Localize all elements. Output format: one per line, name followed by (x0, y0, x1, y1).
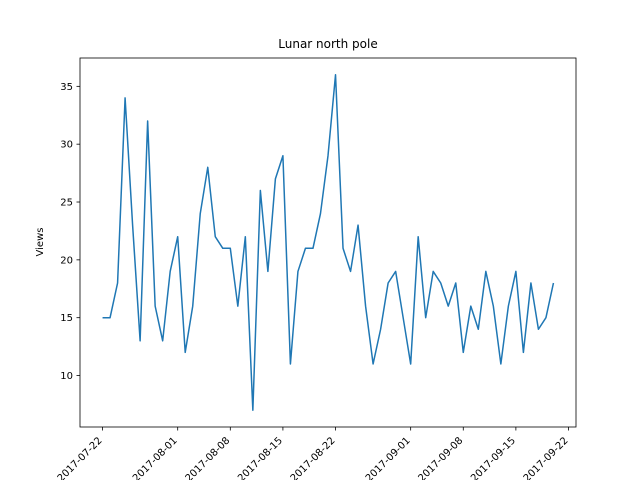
y-axis-label: Views (35, 228, 46, 257)
y-tick-label: 15 (60, 313, 73, 324)
y-tick-label: 20 (60, 255, 73, 266)
y-tick-label: 35 (60, 82, 73, 93)
chart-title: Lunar north pole (278, 37, 377, 51)
y-tick-label: 10 (60, 371, 73, 382)
y-tick-label: 30 (60, 140, 73, 151)
series-line-0 (102, 74, 555, 411)
axes-frame (79, 57, 577, 428)
y-tick-label: 25 (60, 198, 73, 209)
